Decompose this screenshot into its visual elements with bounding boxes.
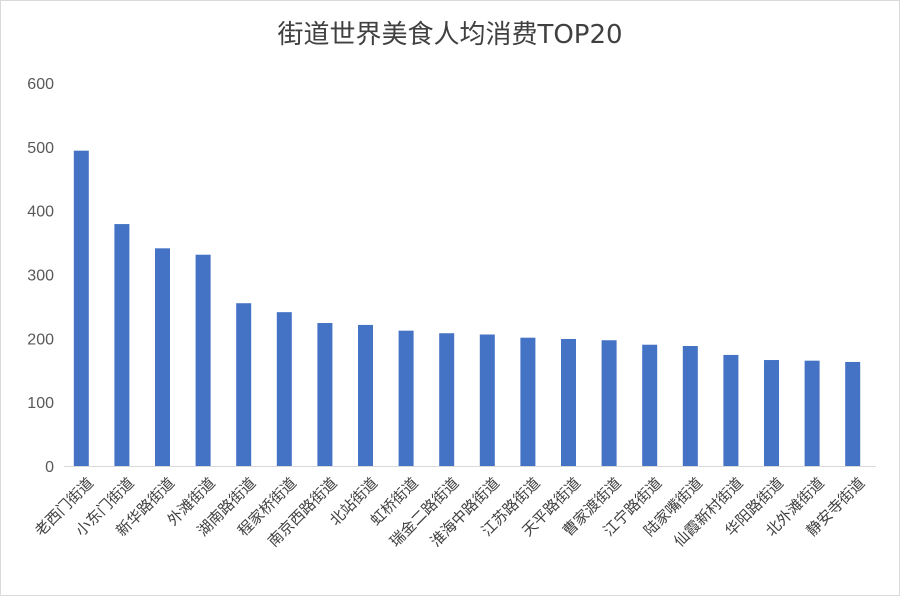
bar — [804, 360, 820, 466]
bar — [682, 345, 698, 466]
bar — [439, 333, 455, 466]
bar — [195, 254, 211, 466]
y-tick-label: 200 — [27, 331, 54, 348]
bar — [601, 340, 617, 466]
y-tick-label: 0 — [45, 459, 54, 476]
bar — [317, 323, 333, 466]
bar — [236, 303, 252, 466]
y-tick-label: 600 — [27, 76, 54, 93]
bar — [845, 361, 861, 466]
bar — [479, 334, 495, 466]
bars — [73, 150, 861, 466]
y-tick-label: 100 — [27, 395, 54, 412]
bar — [764, 360, 779, 466]
x-axis-labels: 老西门街道小东门街道新华路街道外滩街道湖南路街道程家桥街道南京西路街道北站街道虹… — [31, 474, 868, 550]
bar — [73, 150, 89, 466]
bar — [723, 354, 739, 466]
bar — [114, 224, 130, 466]
bar — [561, 338, 576, 466]
bar — [398, 330, 414, 466]
y-tick-label: 500 — [27, 140, 54, 157]
chart-title: 街道世界美食人均消费TOP20 — [277, 20, 623, 50]
y-axis-ticks: 0 100 200 300 400 500 600 — [27, 76, 54, 476]
bar — [358, 324, 373, 466]
y-tick-label: 300 — [27, 268, 54, 285]
y-tick-label: 400 — [27, 204, 54, 221]
bar — [520, 337, 536, 466]
bar — [642, 344, 658, 466]
bar — [155, 248, 170, 466]
bar — [276, 312, 292, 466]
